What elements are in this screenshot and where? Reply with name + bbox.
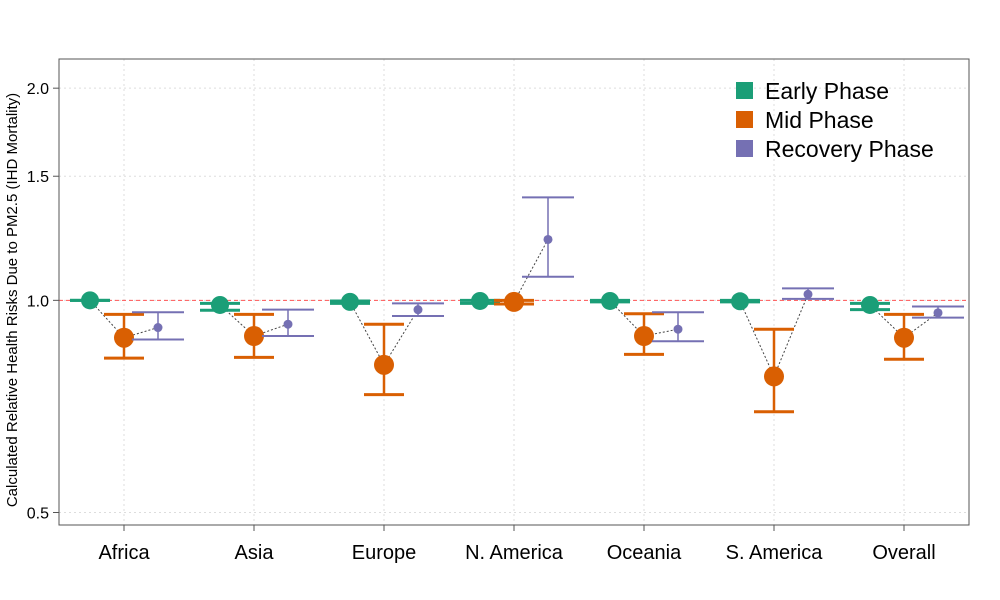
series-recovery-phase bbox=[132, 196, 964, 343]
y-tick-label: 1.5 bbox=[27, 169, 49, 186]
data-point bbox=[341, 292, 359, 311]
data-point bbox=[413, 305, 423, 315]
data-point bbox=[283, 319, 293, 329]
x-axis: Africa Asia Europe N. America Oceania S. Amer… bbox=[98, 525, 936, 564]
data-point bbox=[894, 327, 914, 348]
phase-connector bbox=[89, 300, 159, 339]
legend-label: Recovery Phase bbox=[765, 136, 934, 162]
x-tick-label: Africa bbox=[98, 542, 150, 564]
y-tick-label: 0.5 bbox=[27, 506, 49, 523]
data-point bbox=[153, 323, 163, 333]
data-point bbox=[673, 324, 683, 334]
data-point bbox=[244, 326, 264, 347]
data-point bbox=[374, 354, 394, 375]
data-point bbox=[861, 295, 879, 314]
legend: Early Phase Mid Phase Recovery Phase bbox=[736, 78, 934, 162]
legend-swatch bbox=[736, 82, 753, 99]
x-tick-label: Europe bbox=[352, 542, 417, 564]
data-point bbox=[933, 308, 943, 318]
data-point bbox=[543, 234, 553, 244]
data-point bbox=[601, 291, 619, 310]
phase-connector bbox=[739, 294, 809, 378]
x-tick-label: Overall bbox=[872, 542, 935, 564]
series-early-phase bbox=[70, 291, 890, 314]
y-tick-label: 2.0 bbox=[27, 81, 49, 98]
data-point bbox=[81, 291, 99, 310]
data-point bbox=[634, 326, 654, 347]
legend-label: Early Phase bbox=[765, 78, 889, 104]
data-point bbox=[114, 327, 134, 348]
legend-label: Mid Phase bbox=[765, 107, 874, 133]
x-tick-label: N. America bbox=[465, 542, 564, 564]
x-tick-label: Oceania bbox=[607, 542, 682, 564]
series-mid-phase bbox=[104, 291, 924, 414]
chart-marks bbox=[70, 196, 964, 414]
x-tick-label: S. America bbox=[726, 542, 824, 564]
legend-swatch bbox=[736, 111, 753, 128]
phase-connector bbox=[479, 239, 549, 303]
data-point bbox=[471, 291, 489, 310]
data-point bbox=[211, 295, 229, 314]
x-tick-label: Asia bbox=[235, 542, 275, 564]
y-axis-label: Calculated Relative Health Risks Due to … bbox=[4, 93, 21, 507]
data-point bbox=[803, 289, 813, 299]
y-axis: 0.5 1.0 1.5 2.0 bbox=[27, 81, 59, 523]
data-point bbox=[731, 292, 749, 311]
data-point bbox=[764, 366, 784, 387]
y-tick-label: 1.0 bbox=[27, 293, 49, 310]
data-point bbox=[504, 291, 524, 312]
legend-swatch bbox=[736, 140, 753, 157]
